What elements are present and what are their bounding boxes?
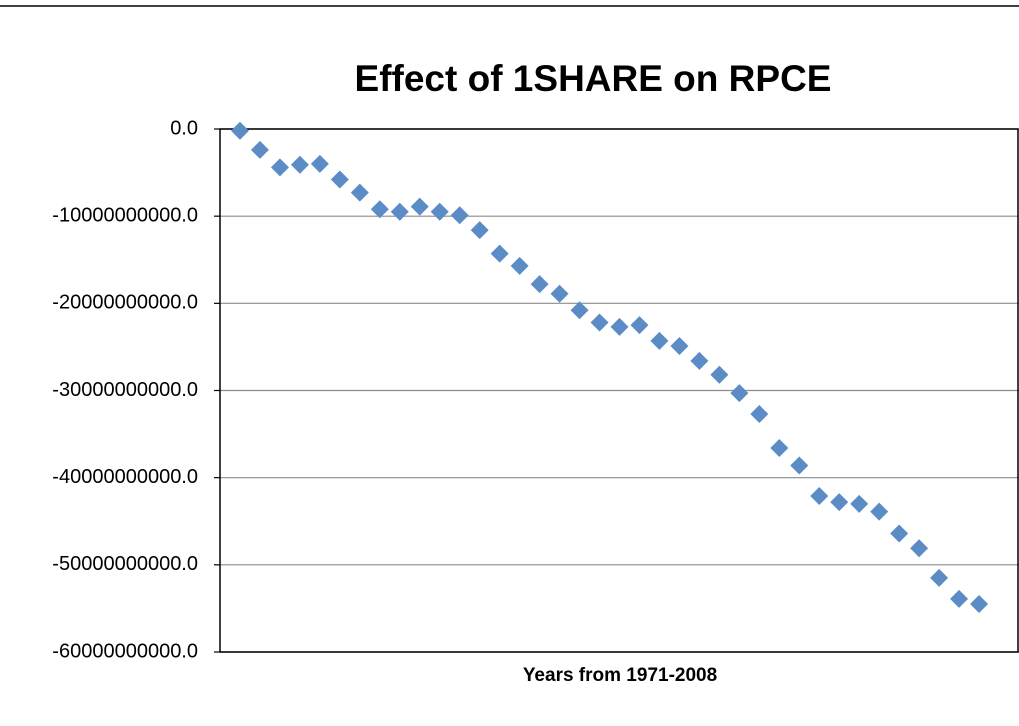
point <box>870 502 889 521</box>
point <box>690 351 709 370</box>
point <box>290 155 309 174</box>
y-tick-label: -40000000000.0 <box>52 466 198 488</box>
point <box>330 170 349 189</box>
point <box>770 439 789 458</box>
x-axis-title: Years from 1971-2008 <box>523 665 717 686</box>
point <box>570 301 589 320</box>
point <box>670 337 689 356</box>
point <box>730 384 749 403</box>
point <box>790 456 809 475</box>
y-tick-label: -60000000000.0 <box>52 640 198 662</box>
y-tick-label: -30000000000.0 <box>52 379 198 401</box>
point <box>230 121 249 140</box>
point <box>530 275 549 294</box>
y-tick-label: -20000000000.0 <box>52 292 198 314</box>
point <box>970 595 989 614</box>
point <box>850 494 869 513</box>
y-tick-label: 0.0 <box>170 117 198 139</box>
point <box>270 158 289 177</box>
point <box>650 331 669 350</box>
point <box>810 486 829 505</box>
point <box>470 221 489 240</box>
point <box>610 317 629 336</box>
point <box>250 140 269 159</box>
point <box>590 313 609 332</box>
point <box>950 589 969 608</box>
point <box>550 284 569 303</box>
point <box>750 405 769 424</box>
chart-title: Effect of 1SHARE on RPCE <box>355 58 832 99</box>
plot-frame <box>219 128 1019 653</box>
point <box>370 200 389 219</box>
point <box>630 316 649 335</box>
y-tick-label: -10000000000.0 <box>52 204 198 226</box>
point <box>910 539 929 558</box>
point <box>930 568 949 587</box>
point <box>350 183 369 202</box>
point <box>310 154 329 173</box>
point <box>450 206 469 225</box>
point <box>390 202 409 221</box>
point <box>430 202 449 221</box>
point <box>890 524 909 543</box>
point <box>510 256 529 275</box>
y-tick-label: -50000000000.0 <box>52 553 198 575</box>
point <box>710 365 729 384</box>
point <box>410 197 429 216</box>
point <box>490 244 509 263</box>
point <box>830 493 849 512</box>
